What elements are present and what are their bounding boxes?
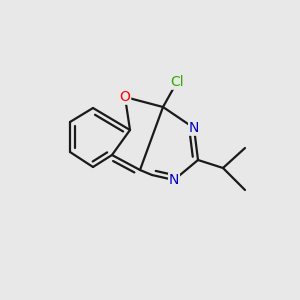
Text: N: N [189, 121, 199, 135]
Text: Cl: Cl [170, 75, 184, 89]
Text: O: O [120, 90, 130, 104]
Text: N: N [169, 173, 179, 187]
